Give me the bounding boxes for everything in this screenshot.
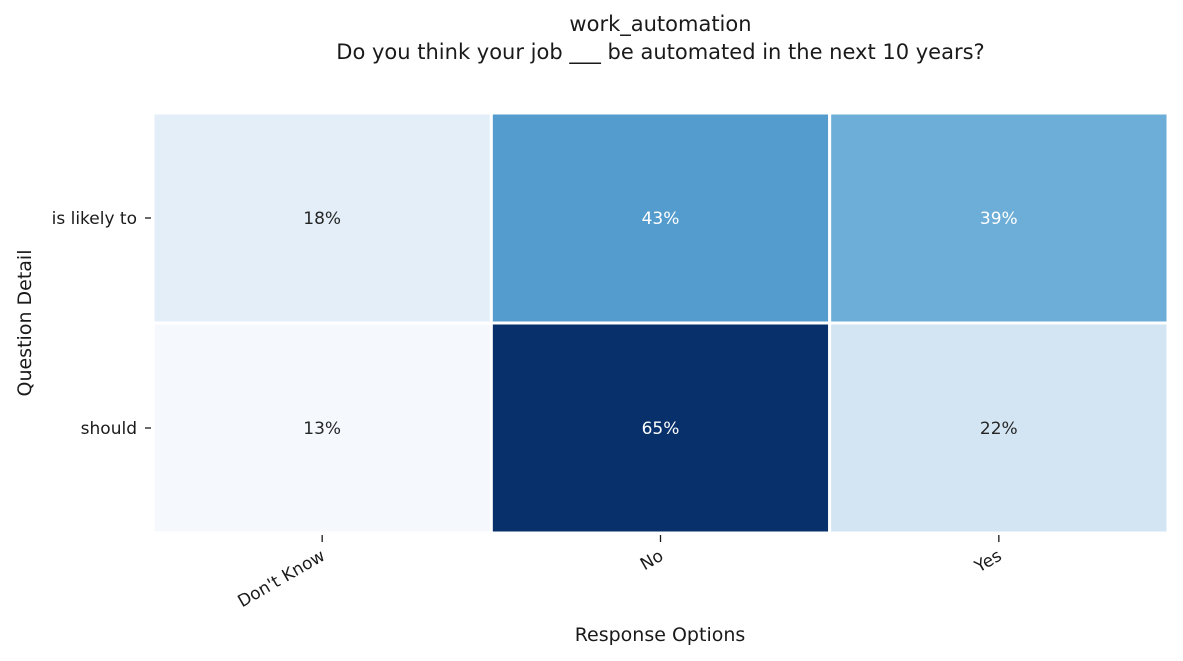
x-tick-label: No bbox=[637, 546, 667, 575]
cell-value-label: 18% bbox=[303, 209, 341, 229]
heatmap-cell-0-2 bbox=[828, 111, 1170, 325]
x-axis-label: Response Options bbox=[575, 624, 746, 646]
heatmap-cell-1-2 bbox=[828, 321, 1170, 535]
chart-title: work_automation bbox=[569, 12, 752, 36]
cell-value-label: 65% bbox=[642, 419, 680, 439]
heatmap-cell-1-0 bbox=[151, 321, 493, 535]
cell-value-label: 43% bbox=[642, 209, 680, 229]
x-tick-label: Don't Know bbox=[234, 546, 328, 612]
y-axis-label: Question Detail bbox=[14, 250, 36, 397]
cell-value-label: 13% bbox=[303, 419, 341, 439]
x-tick-label: Yes bbox=[971, 546, 1006, 578]
cell-value-label: 22% bbox=[980, 419, 1018, 439]
y-tick-label: should bbox=[81, 419, 137, 439]
heatmap-cell-1-1 bbox=[489, 321, 832, 535]
cell-value-label: 39% bbox=[980, 209, 1018, 229]
y-tick-label: is likely to bbox=[52, 209, 137, 229]
chart-subtitle: Do you think your job ___ be automated i… bbox=[336, 40, 985, 64]
